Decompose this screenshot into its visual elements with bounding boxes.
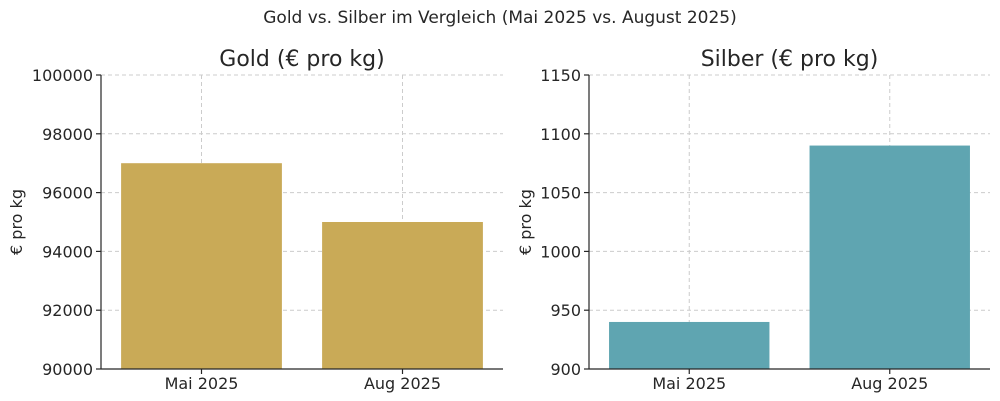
y-tick-label: 1150: [540, 66, 581, 85]
y-tick-label: 96000: [42, 184, 93, 203]
chart-panel-gold: 90000 92000 94000 96000 98000 100000 Mai 2025 A…: [7, 47, 503, 393]
chart-panel-silber: 900 950 1000 1050 1100 1150 Mai 2025 Aug 2025 Si…: [516, 47, 990, 393]
y-tick-label: 1000: [540, 242, 581, 261]
bar-aug-2025: [322, 222, 483, 369]
panel-title: Silber (€ pro kg): [701, 47, 879, 72]
y-tick-label: 92000: [42, 301, 93, 320]
y-tick-label: 98000: [42, 125, 93, 144]
x-tick-label: Aug 2025: [364, 374, 441, 393]
y-axis-label: € pro kg: [7, 189, 26, 255]
y-tick-label: 900: [550, 360, 581, 379]
y-tick-label: 1100: [540, 125, 581, 144]
y-tick-label: 94000: [42, 242, 93, 261]
x-tick-label: Mai 2025: [652, 374, 726, 393]
y-axis-label: € pro kg: [516, 189, 535, 255]
figure-suptitle: Gold vs. Silber im Vergleich (Mai 2025 v…: [263, 8, 737, 28]
y-tick-label: 1050: [540, 184, 581, 203]
bar-mai-2025: [609, 321, 770, 369]
y-tick-label: 90000: [42, 360, 93, 379]
x-tick-label: Mai 2025: [165, 374, 239, 393]
panel-title: Gold (€ pro kg): [219, 47, 384, 72]
bar-aug-2025: [809, 145, 970, 369]
y-tick-label: 950: [550, 301, 581, 320]
y-tick-label: 100000: [32, 66, 93, 85]
x-tick-label: Aug 2025: [851, 374, 928, 393]
bar-mai-2025: [121, 163, 282, 369]
